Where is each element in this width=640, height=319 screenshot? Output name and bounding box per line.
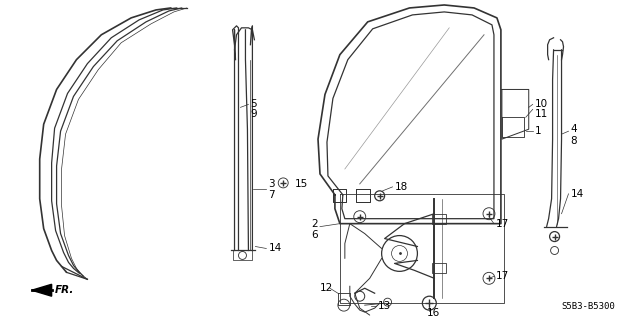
Text: FR.: FR. [54, 285, 74, 295]
Text: 1: 1 [534, 126, 541, 136]
Bar [432, 214, 446, 224]
Text: 10: 10 [534, 99, 548, 109]
Text: 5: 5 [250, 99, 257, 109]
Text: 18: 18 [394, 182, 408, 192]
Text: 16: 16 [426, 308, 440, 318]
Text: 14: 14 [268, 243, 282, 254]
Text: 6: 6 [312, 230, 318, 240]
Text: 13: 13 [378, 301, 391, 311]
Text: 2: 2 [312, 219, 318, 229]
Text: 3: 3 [268, 179, 275, 189]
Text: 17: 17 [496, 219, 509, 229]
Text: 15: 15 [295, 179, 308, 189]
Text: S5B3-B5300: S5B3-B5300 [561, 302, 615, 311]
Text: 14: 14 [570, 189, 584, 199]
Bar [432, 263, 446, 273]
Polygon shape [32, 284, 52, 296]
Text: 7: 7 [268, 190, 275, 200]
Text: 11: 11 [534, 109, 548, 119]
Text: 12: 12 [320, 283, 333, 293]
Text: 4: 4 [570, 124, 577, 134]
Text: 17: 17 [496, 271, 509, 281]
Text: 9: 9 [250, 109, 257, 119]
Text: 8: 8 [570, 136, 577, 146]
